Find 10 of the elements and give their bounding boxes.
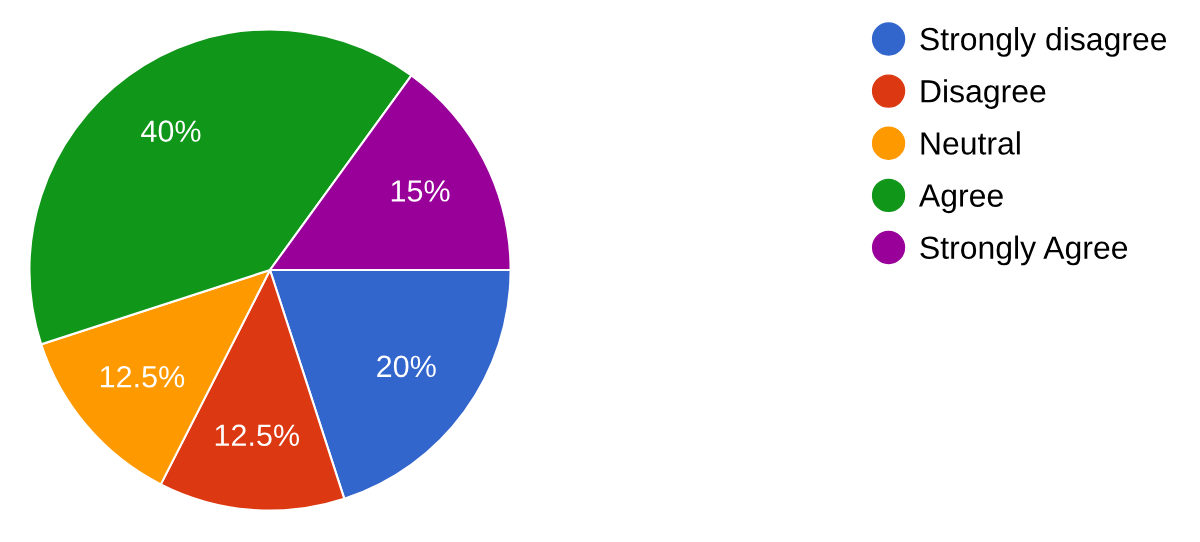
data-label: 12.5% [100, 365, 185, 388]
legend-label: Disagree [921, 79, 1046, 109]
legend-label: Neutral [921, 131, 1020, 155]
data-label: 15% [391, 180, 450, 202]
legend-label: Strongly Agree [920, 235, 1128, 266]
data-label: 40% [141, 120, 201, 142]
data-label: 12.5% [215, 424, 300, 447]
legend-label: Agree [918, 184, 1003, 214]
data-label: 20% [377, 355, 436, 378]
legend-label: Strongly disagree [920, 27, 1167, 57]
